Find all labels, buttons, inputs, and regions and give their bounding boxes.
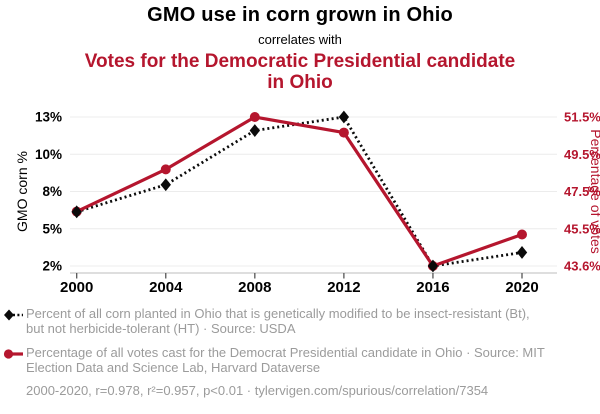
series-lines xyxy=(76,115,523,268)
x-axis-tick-label: 2000 xyxy=(60,279,93,296)
line-chart: 13% 51.5% 10% 49.5% 8% 47.5% 5% 45.5% 2% 43.6% 200… xyxy=(14,110,600,297)
x-axis-tick-label: 2004 xyxy=(149,279,183,296)
gmo-corn-point xyxy=(71,205,82,219)
gmo-corn-point xyxy=(516,246,528,259)
right-axis-title: Percentage of votes xyxy=(588,129,600,254)
legend-label-gmo-corn: Percent of all corn planted in Ohio that… xyxy=(26,306,530,336)
legend-item-democrat-votes: Percentage of all votes cast for the Dem… xyxy=(3,345,578,375)
left-axis-tick-label: 8% xyxy=(42,184,62,199)
x-axis-tick-label: 2008 xyxy=(238,279,271,296)
gmo-corn-point xyxy=(338,110,350,124)
gmo-corn-point xyxy=(160,178,171,192)
gridlines xyxy=(70,116,557,267)
series-markers xyxy=(71,110,528,273)
democrat-votes-point xyxy=(517,229,527,240)
democrat-votes-point xyxy=(338,127,349,138)
right-axis-tick-label: 49.5% xyxy=(564,147,600,162)
x-axis-tick-label: 2020 xyxy=(505,279,538,296)
gmo-corn-line xyxy=(76,115,523,268)
left-axis-tick-label: 2% xyxy=(42,259,62,274)
chart-subtitle: Votes for the Democratic Presidential ca… xyxy=(84,51,516,93)
right-axis-tick-label: 45.5% xyxy=(564,221,600,236)
x-axis-tick-label: 2016 xyxy=(416,279,449,296)
left-axis-tick-label: 5% xyxy=(42,221,62,236)
chart-title: GMO use in corn grown in Ohio xyxy=(147,4,453,26)
right-axis-tick-label: 43.6% xyxy=(564,259,600,274)
chart-connector-text: correlates with xyxy=(258,32,342,47)
chart-footer-stats: 2000-2020, r=0.978, r²=0.957, p<0.01 · t… xyxy=(26,383,489,398)
democrat-votes-line xyxy=(76,115,523,268)
x-axis-tick-label: 2012 xyxy=(327,279,360,296)
left-axis-title: GMO corn % xyxy=(14,151,30,232)
democrat-votes-point xyxy=(160,164,171,175)
left-axis-tick-label: 10% xyxy=(35,147,62,162)
circle-solid-line-icon xyxy=(3,349,23,359)
right-axis-tick-label: 47.5% xyxy=(564,184,600,199)
legend-label-democrat-votes: Percentage of all votes cast for the Dem… xyxy=(26,345,545,375)
chart-canvas: 13% 51.5% 10% 49.5% 8% 47.5% 5% 45.5% 2% 43.6% 200… xyxy=(0,100,600,300)
legend-item-gmo-corn: Percent of all corn planted in Ohio that… xyxy=(3,306,578,336)
chart-legend: Percent of all corn planted in Ohio that… xyxy=(3,306,578,384)
chart-header: GMO use in corn grown in Ohio correlates… xyxy=(0,3,600,93)
democrat-votes-point xyxy=(249,112,260,122)
diamond-dotted-line-icon xyxy=(4,309,23,321)
right-axis-tick-label: 51.5% xyxy=(564,110,600,125)
gmo-corn-point xyxy=(249,124,261,137)
axes: 13% 51.5% 10% 49.5% 8% 47.5% 5% 45.5% 2% 43.6% 200… xyxy=(14,110,600,297)
left-axis-tick-label: 13% xyxy=(35,110,62,125)
